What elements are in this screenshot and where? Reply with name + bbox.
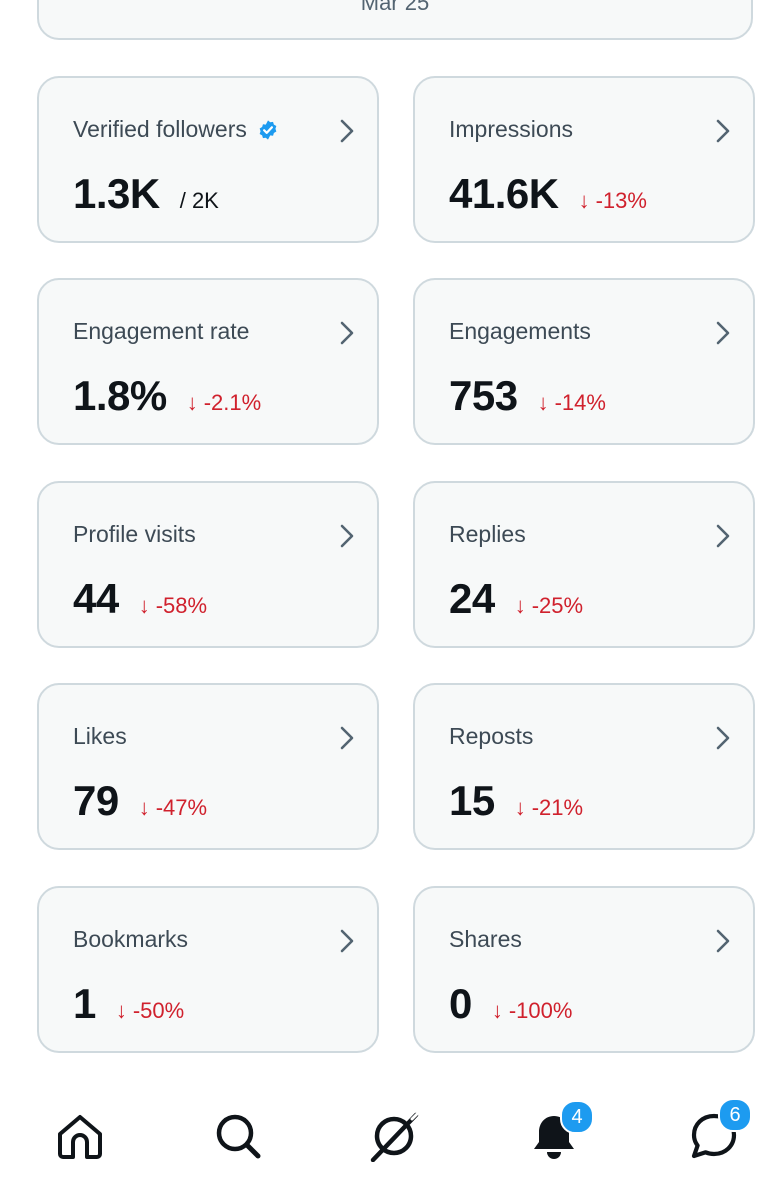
card-value: 1.8%	[73, 372, 167, 419]
card-value: 79	[73, 777, 119, 824]
down-arrow-icon: ↓	[186, 390, 198, 415]
card-title: Shares	[449, 926, 522, 952]
messages-badge: 6	[718, 1098, 752, 1132]
change-indicator: ↓ -13%	[579, 188, 647, 214]
card-value: 15	[449, 777, 495, 824]
date-range-card[interactable]: Mar 25	[37, 0, 753, 40]
card-title: Replies	[449, 521, 526, 547]
change-percent: -47%	[155, 795, 208, 820]
home-icon	[58, 1115, 102, 1159]
card-title: Profile visits	[73, 521, 196, 547]
card-title: Bookmarks	[73, 926, 189, 952]
down-arrow-icon: ↓	[138, 795, 150, 820]
shares-card[interactable]: Shares 0 ↓ -100%	[413, 886, 755, 1053]
change-percent: -50%	[132, 998, 185, 1023]
bookmarks-card[interactable]: Bookmarks 1 ↓ -50%	[37, 886, 379, 1053]
change-percent: -14%	[554, 390, 606, 415]
date-label: Mar 25	[360, 0, 430, 15]
nav-messages-button[interactable]: 6	[688, 1098, 752, 1162]
change-percent: -100%	[508, 998, 573, 1023]
change-percent: -25%	[531, 593, 584, 618]
nav-home-button[interactable]	[54, 1110, 106, 1162]
down-arrow-icon: ↓	[514, 593, 526, 618]
chevron-right-icon	[716, 726, 730, 750]
change-percent: -21%	[531, 795, 584, 820]
change-indicator: ↓ -58%	[139, 593, 207, 619]
card-sub-value: / 2K	[179, 188, 219, 213]
down-arrow-icon: ↓	[491, 998, 503, 1023]
verified-followers-card[interactable]: Verified followers 1.3K / 2K	[37, 76, 379, 243]
down-arrow-icon: ↓	[578, 188, 590, 213]
change-percent: -13%	[595, 188, 647, 213]
change-indicator: ↓ -50%	[116, 998, 184, 1024]
change-indicator: ↓ -47%	[139, 795, 207, 821]
card-value: 24	[449, 575, 495, 622]
card-title: Engagement rate	[73, 318, 250, 344]
card-title: Reposts	[449, 723, 534, 749]
chevron-right-icon	[340, 119, 354, 143]
card-value: 1	[73, 980, 96, 1027]
engagement-rate-card[interactable]: Engagement rate 1.8% ↓ -2.1%	[37, 278, 379, 445]
profile-visits-card[interactable]: Profile visits 44 ↓ -58%	[37, 481, 379, 648]
grok-icon	[370, 1111, 420, 1163]
replies-card[interactable]: Replies 24 ↓ -25%	[413, 481, 755, 648]
card-title: Impressions	[449, 116, 573, 142]
chevron-right-icon	[716, 524, 730, 548]
change-indicator: ↓ -14%	[538, 390, 606, 416]
change-indicator: ↓ -2.1%	[187, 390, 261, 416]
chevron-right-icon	[716, 929, 730, 953]
search-icon	[216, 1114, 261, 1159]
nav-grok-button[interactable]	[368, 1110, 420, 1163]
change-indicator: ↓ -25%	[515, 593, 583, 619]
nav-search-button[interactable]	[212, 1110, 264, 1162]
change-indicator: ↓ -21%	[515, 795, 583, 821]
nav-notifications-button[interactable]: 4	[528, 1100, 594, 1162]
chevron-right-icon	[340, 321, 354, 345]
verified-badge-icon	[259, 119, 277, 140]
down-arrow-icon: ↓	[514, 795, 526, 820]
card-value: 0	[449, 980, 472, 1027]
card-title: Likes	[73, 723, 127, 749]
chevron-right-icon	[340, 524, 354, 548]
chevron-right-icon	[716, 119, 730, 143]
engagements-card[interactable]: Engagements 753 ↓ -14%	[413, 278, 755, 445]
chevron-right-icon	[340, 929, 354, 953]
chevron-right-icon	[716, 321, 730, 345]
change-percent: -58%	[155, 593, 208, 618]
card-title: Verified followers	[73, 116, 247, 142]
impressions-card[interactable]: Impressions 41.6K ↓ -13%	[413, 76, 755, 243]
chevron-right-icon	[340, 726, 354, 750]
likes-card[interactable]: Likes 79 ↓ -47%	[37, 683, 379, 850]
change-indicator: ↓ -100%	[492, 998, 573, 1024]
down-arrow-icon: ↓	[115, 998, 127, 1023]
bottom-nav: 4 6	[0, 1088, 761, 1200]
reposts-card[interactable]: Reposts 15 ↓ -21%	[413, 683, 755, 850]
card-value: 753	[449, 372, 518, 419]
messages-icon	[691, 1113, 737, 1159]
card-title: Engagements	[449, 318, 591, 344]
change-percent: -2.1%	[203, 390, 262, 415]
down-arrow-icon: ↓	[537, 390, 549, 415]
card-value: 44	[73, 575, 119, 622]
notifications-badge: 4	[560, 1100, 594, 1134]
card-value: 41.6K	[449, 170, 559, 217]
card-value: 1.3K	[73, 170, 160, 217]
down-arrow-icon: ↓	[138, 593, 150, 618]
